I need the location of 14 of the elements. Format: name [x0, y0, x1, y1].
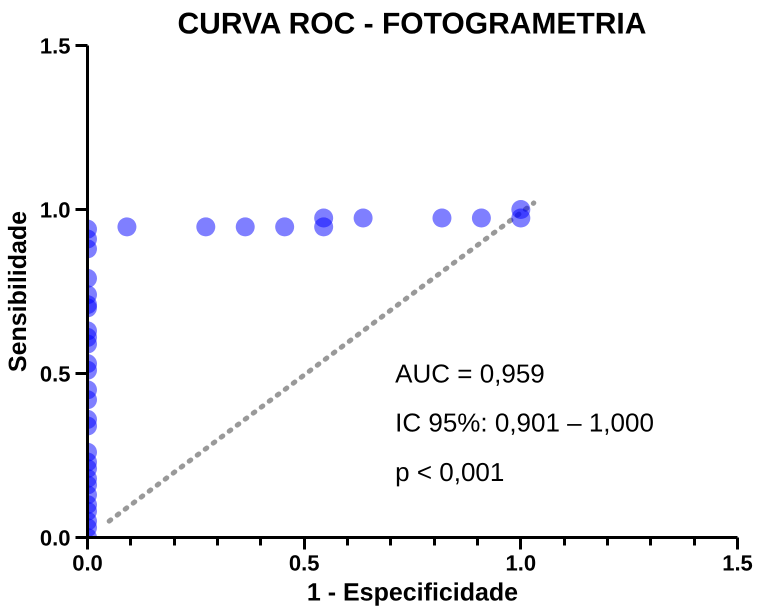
annotation: p < 0,001	[395, 456, 504, 487]
y-tick-label: 1.5	[40, 34, 71, 58]
x-axis-title: 1 - Especificidade	[306, 578, 518, 606]
y-tick-label: 1.0	[40, 198, 71, 222]
x-tick-label: 1.5	[722, 550, 753, 576]
chart-title: CURVA ROC - FOTOGRAMETRIA	[178, 8, 646, 40]
x-tick-label: 0.5	[288, 550, 320, 576]
y-axis-title: Sensibilidade	[4, 210, 32, 372]
x-tick-label: 1.0	[506, 550, 536, 576]
annotation: AUC = 0,959	[395, 358, 545, 388]
x-tick-label: 0.0	[72, 550, 103, 576]
annotation: IC 95%: 0,901 – 1,000	[395, 408, 654, 438]
y-tick-label: 0.0	[40, 526, 71, 550]
y-tick-label: 0.5	[40, 362, 71, 386]
